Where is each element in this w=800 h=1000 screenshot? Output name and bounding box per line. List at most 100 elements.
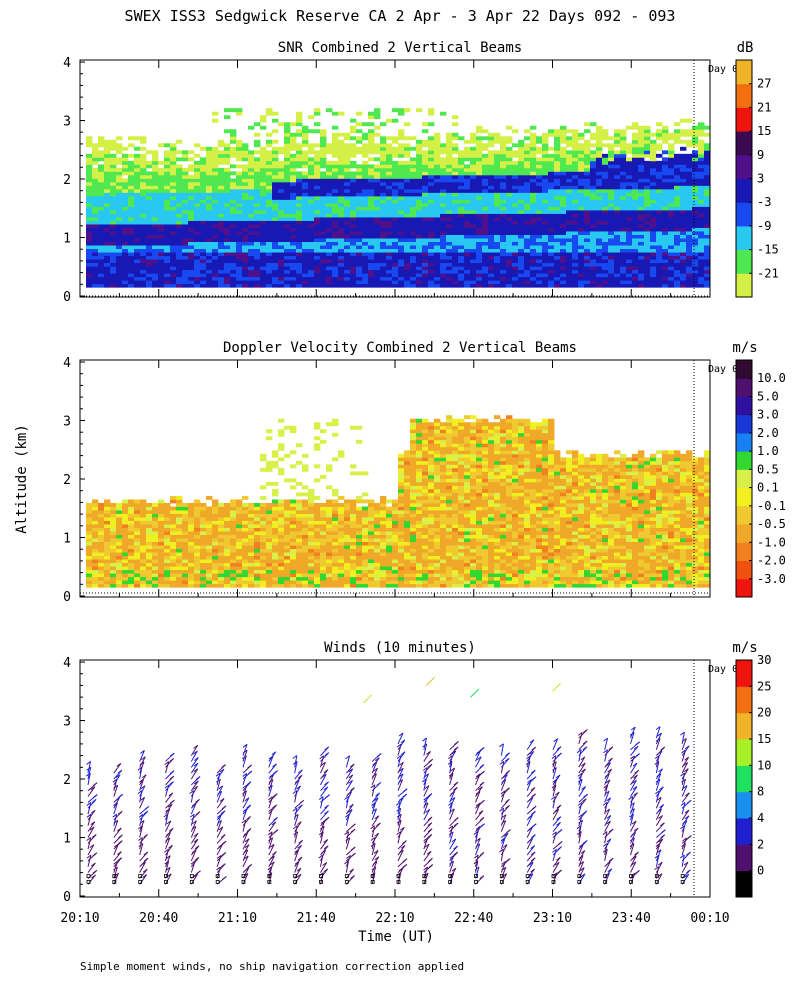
heatmap-cell bbox=[566, 276, 573, 281]
heatmap-cell bbox=[188, 262, 195, 267]
heatmap-cell bbox=[470, 262, 477, 267]
heatmap-cell bbox=[152, 531, 159, 535]
heatmap-cell bbox=[170, 241, 177, 246]
heatmap-cell bbox=[398, 227, 405, 232]
heatmap-cell bbox=[212, 269, 219, 274]
heatmap-cell bbox=[650, 241, 657, 246]
heatmap-cell bbox=[104, 164, 111, 169]
heatmap-cell bbox=[584, 199, 591, 204]
heatmap-cell bbox=[428, 146, 435, 151]
heatmap-cell bbox=[332, 273, 339, 278]
heatmap-cell bbox=[212, 167, 219, 172]
heatmap-cell bbox=[686, 118, 693, 123]
heatmap-cell bbox=[164, 150, 171, 155]
heatmap-cell bbox=[104, 283, 111, 288]
heatmap-cell bbox=[92, 202, 99, 207]
heatmap-cell bbox=[104, 538, 111, 542]
heatmap-cell bbox=[242, 283, 249, 288]
heatmap-cell bbox=[362, 269, 369, 274]
heatmap-cell bbox=[446, 195, 453, 200]
heatmap-cell bbox=[398, 171, 405, 176]
heatmap-cell bbox=[476, 234, 483, 239]
heatmap-cell bbox=[686, 269, 693, 274]
heatmap-cell bbox=[146, 195, 153, 200]
heatmap-cell bbox=[524, 213, 531, 218]
heatmap-cell bbox=[170, 534, 177, 539]
heatmap-cell bbox=[410, 178, 417, 183]
heatmap-cell bbox=[224, 283, 231, 288]
heatmap-cell bbox=[542, 252, 549, 257]
heatmap-cell bbox=[206, 195, 213, 200]
heatmap-cell bbox=[302, 269, 309, 274]
heatmap-cell bbox=[380, 188, 387, 193]
heatmap-cell bbox=[242, 241, 249, 246]
heatmap-cell bbox=[122, 513, 129, 518]
heatmap-cell bbox=[200, 580, 207, 585]
heatmap-cell bbox=[332, 199, 339, 204]
heatmap-cell bbox=[260, 157, 267, 162]
heatmap-cell bbox=[680, 132, 687, 137]
heatmap-cell bbox=[368, 115, 375, 120]
heatmap-cell bbox=[182, 185, 189, 190]
heatmap-cell bbox=[500, 174, 507, 179]
heatmap-cell bbox=[110, 276, 117, 281]
heatmap-cell bbox=[440, 252, 447, 257]
heatmap-cell bbox=[368, 234, 375, 239]
heatmap-cell bbox=[110, 527, 117, 532]
heatmap-cell bbox=[146, 545, 153, 550]
heatmap-cell bbox=[170, 213, 177, 218]
heatmap-cell bbox=[266, 255, 273, 260]
heatmap-cell bbox=[98, 569, 105, 574]
heatmap-cell bbox=[344, 157, 351, 162]
heatmap-cell bbox=[98, 185, 105, 190]
heatmap-cell bbox=[116, 195, 123, 200]
heatmap-cell bbox=[338, 150, 345, 155]
heatmap-cell bbox=[464, 252, 471, 257]
heatmap-cell bbox=[230, 150, 237, 155]
heatmap-cell bbox=[602, 280, 609, 285]
heatmap-cell bbox=[242, 195, 249, 200]
heatmap-cell bbox=[278, 195, 285, 200]
heatmap-cell bbox=[104, 576, 111, 581]
heatmap-cell bbox=[248, 125, 255, 130]
heatmap-cell bbox=[428, 143, 435, 148]
heatmap-cell bbox=[674, 206, 681, 211]
heatmap-cell bbox=[272, 146, 279, 151]
heatmap-cell bbox=[116, 524, 123, 528]
heatmap-cell bbox=[128, 499, 135, 504]
heatmap-cell bbox=[566, 185, 573, 190]
heatmap-cell bbox=[338, 111, 345, 116]
heatmap-cell bbox=[206, 178, 213, 183]
heatmap-cell bbox=[434, 224, 441, 228]
heatmap-cell bbox=[590, 192, 597, 197]
heatmap-cell bbox=[182, 206, 189, 211]
heatmap-cell bbox=[182, 238, 189, 242]
heatmap-cell bbox=[164, 174, 171, 179]
colorbar-swatch bbox=[736, 225, 752, 251]
heatmap-cell bbox=[164, 555, 171, 560]
heatmap-cell bbox=[104, 266, 111, 271]
heatmap-cell bbox=[392, 259, 399, 264]
heatmap-cell bbox=[566, 252, 573, 257]
heatmap-cell bbox=[698, 269, 705, 274]
heatmap-cell bbox=[266, 167, 273, 172]
heatmap-cell bbox=[392, 181, 399, 186]
heatmap-cell bbox=[182, 220, 189, 225]
heatmap-cell bbox=[92, 255, 99, 260]
heatmap-cell bbox=[158, 273, 165, 278]
heatmap-cell bbox=[164, 517, 171, 521]
heatmap-cell bbox=[314, 210, 321, 214]
heatmap-cell bbox=[554, 185, 561, 190]
heatmap-cell bbox=[356, 224, 363, 228]
heatmap-cell bbox=[182, 506, 189, 511]
heatmap-cell bbox=[422, 259, 429, 264]
heatmap-cell bbox=[464, 146, 471, 151]
heatmap-cell bbox=[212, 195, 219, 200]
heatmap-cell bbox=[230, 202, 237, 207]
heatmap-cell bbox=[452, 217, 459, 221]
heatmap-cell bbox=[590, 238, 597, 242]
heatmap-cell bbox=[560, 245, 567, 250]
heatmap-cell bbox=[200, 146, 207, 151]
heatmap-cell bbox=[260, 146, 267, 151]
heatmap-cell bbox=[584, 206, 591, 211]
